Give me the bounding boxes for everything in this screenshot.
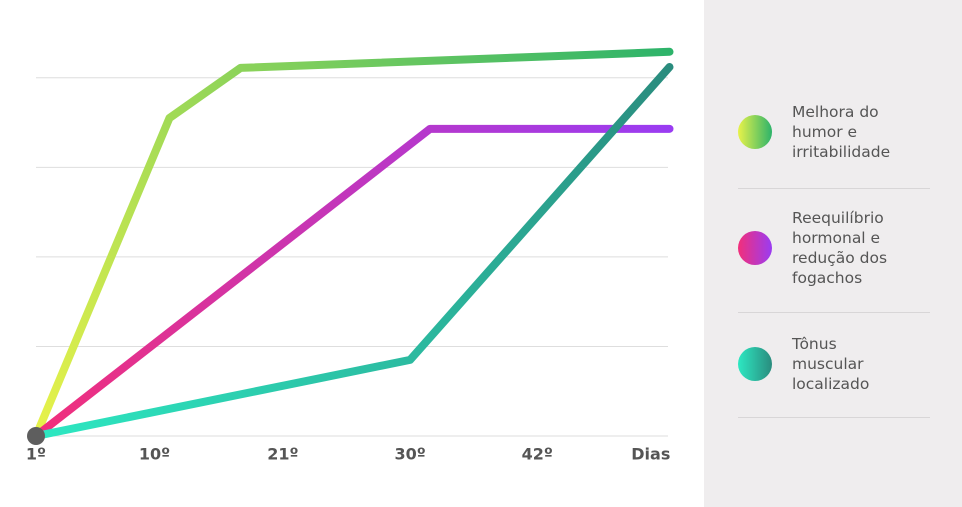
legend-item: Reequilíbrio hormonal e redução dos foga… bbox=[738, 208, 930, 288]
legend-label: Reequilíbrio hormonal e redução dos foga… bbox=[792, 209, 888, 287]
legend-item: Tônus muscular localizado bbox=[738, 324, 930, 404]
x-tick-label: 1º bbox=[26, 445, 46, 464]
legend-label: Melhora do humor e irritabilidade bbox=[792, 103, 891, 161]
x-tick-label: Dias bbox=[631, 445, 670, 464]
x-tick-label: 21º bbox=[267, 445, 298, 464]
legend-swatch bbox=[738, 115, 772, 149]
legend-separator bbox=[738, 417, 930, 418]
x-tick-label: 30º bbox=[394, 445, 425, 464]
origin-dot bbox=[27, 427, 45, 445]
legend-separator bbox=[738, 312, 930, 313]
chart: 1º 10º 21º 30º 42º Dias bbox=[26, 47, 674, 464]
legend-separator bbox=[738, 188, 930, 189]
legend-item: Melhora do humor e irritabilidade bbox=[738, 92, 930, 172]
legend-swatch bbox=[738, 231, 772, 265]
line bbox=[32, 63, 674, 440]
legend: Melhora do humor e irritabilidade Reequil… bbox=[704, 0, 962, 507]
line bbox=[32, 124, 674, 440]
legend-swatch bbox=[738, 347, 772, 381]
x-tick-label: 10º bbox=[139, 445, 170, 464]
legend-label: Tônus muscular localizado bbox=[792, 335, 870, 393]
line bbox=[32, 47, 674, 440]
x-tick-label: 42º bbox=[522, 445, 553, 464]
